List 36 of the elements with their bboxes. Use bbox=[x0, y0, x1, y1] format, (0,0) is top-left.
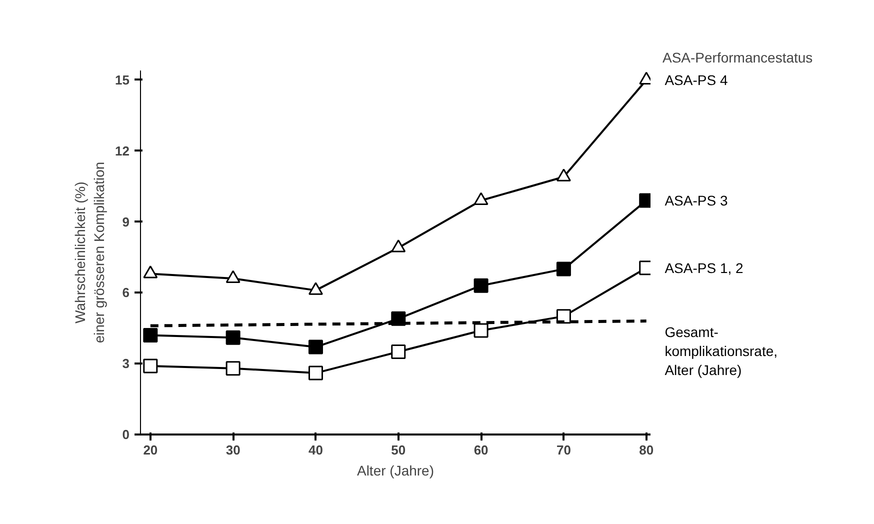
series-label: Gesamt- komplikationsrate, Alter (Jahre) bbox=[664, 324, 778, 378]
y-tick-label: 12 bbox=[115, 143, 130, 158]
point bbox=[556, 168, 571, 182]
point bbox=[143, 328, 158, 342]
point bbox=[556, 262, 571, 276]
x-axis-title: Alter (Jahre) bbox=[356, 462, 434, 478]
series-label: ASA-PS 1, 2 bbox=[664, 260, 744, 276]
x-tick-label: 40 bbox=[308, 442, 323, 458]
point bbox=[226, 361, 240, 376]
y-tick-label: 15 bbox=[115, 72, 130, 88]
series-label: ASA-PS 4 bbox=[664, 72, 728, 88]
series-label: ASA-PS 3 bbox=[664, 192, 728, 208]
y-tick-label: 0 bbox=[122, 427, 130, 442]
point bbox=[474, 192, 488, 206]
point bbox=[143, 266, 158, 278]
point bbox=[308, 282, 323, 295]
point bbox=[391, 240, 406, 252]
y-tick-label: 3 bbox=[122, 356, 130, 372]
point bbox=[226, 330, 240, 345]
x-tick-label: 80 bbox=[639, 442, 654, 458]
point bbox=[226, 270, 240, 284]
x-tick-label: 50 bbox=[391, 442, 406, 458]
x-tick-label: 30 bbox=[226, 442, 240, 458]
legend-title: ASA-Performancestatus bbox=[662, 50, 813, 66]
point bbox=[308, 366, 323, 380]
y-axis-title: Wahrscheinlichkeit (%) einer grösseren Komplikation bbox=[72, 162, 108, 344]
point bbox=[474, 278, 488, 293]
y-tick-label: 9 bbox=[122, 214, 130, 230]
point bbox=[308, 340, 323, 354]
x-tick-label: 70 bbox=[556, 442, 571, 458]
point bbox=[391, 344, 406, 360]
x-tick-label: 60 bbox=[474, 442, 488, 458]
point bbox=[474, 323, 488, 338]
point bbox=[143, 358, 158, 374]
x-tick-label: 20 bbox=[143, 442, 158, 458]
y-tick-label: 6 bbox=[122, 285, 130, 300]
